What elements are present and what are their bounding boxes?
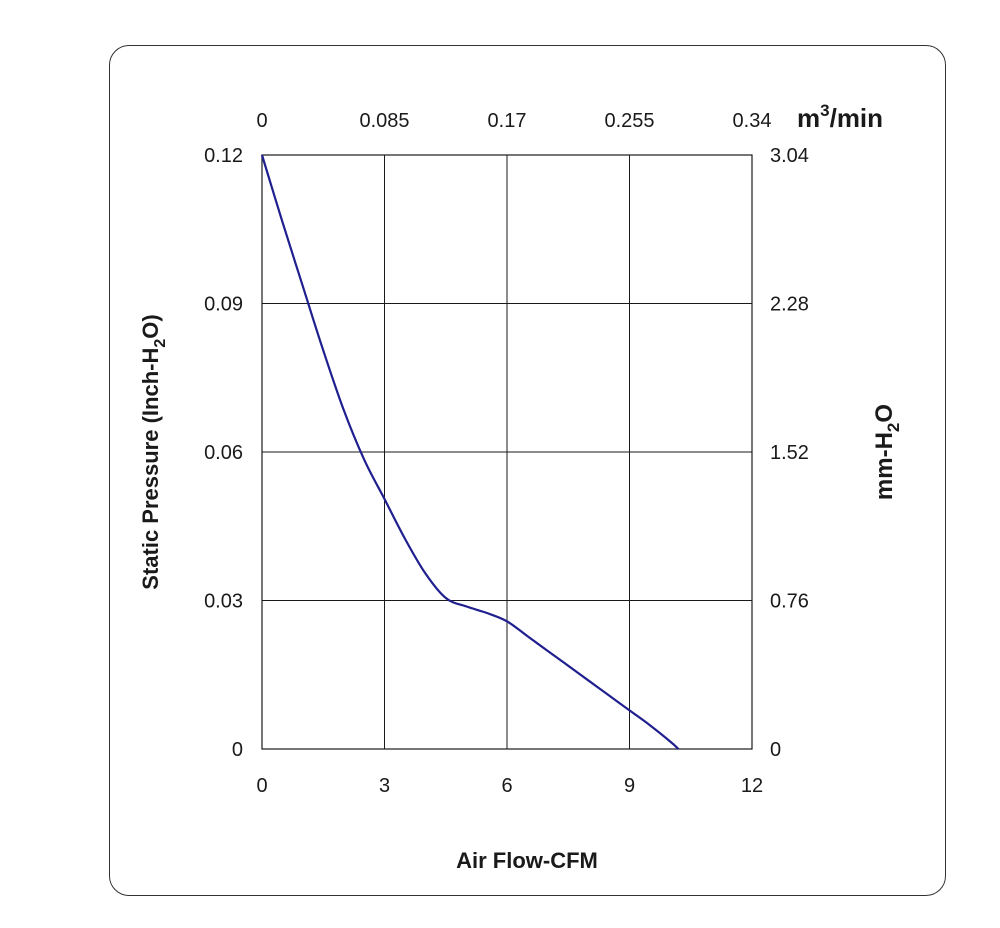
x2-tick-label: 0.34	[733, 110, 772, 132]
x-tick-label: 9	[624, 775, 635, 797]
plot-border	[261, 154, 753, 750]
x2-tick-label: 0	[256, 110, 267, 132]
x-tick-label: 12	[741, 775, 763, 797]
y2-tick-label: 2.28	[770, 294, 809, 316]
x2-tick-label: 0.17	[488, 110, 527, 132]
x-tick-label: 6	[501, 775, 512, 797]
y2-tick-label: 3.04	[770, 145, 809, 167]
x-axis-title: Air Flow-CFM	[456, 848, 598, 873]
x2-tick-label: 0.085	[359, 110, 409, 132]
chart-frame	[109, 45, 946, 896]
y2-axis-title: mm-H2O	[871, 404, 903, 500]
y2-tick-label: 0.76	[770, 591, 809, 613]
x-tick-label: 0	[256, 775, 267, 797]
series-line	[260, 154, 680, 750]
y-tick-label: 0.12	[204, 145, 243, 167]
x2-axis-title: m3/min	[797, 101, 883, 133]
y2-tick-label: 1.52	[770, 442, 809, 464]
grid	[262, 155, 752, 749]
tick-labels: 0 3 6 9 12 0 0.085 0.17 0.255 0.34 0 0.03 0.06 0.09 0.…	[204, 110, 809, 797]
y-tick-label: 0.03	[204, 591, 243, 613]
y-tick-label: 0.06	[204, 442, 243, 464]
y-axis-title: Static Pressure (Inch-H2O)	[138, 314, 169, 589]
x2-tick-label: 0.255	[604, 110, 654, 132]
x-tick-label: 3	[379, 775, 390, 797]
y2-tick-label: 0	[770, 739, 781, 761]
y-tick-label: 0	[232, 739, 243, 761]
y-tick-label: 0.09	[204, 294, 243, 316]
